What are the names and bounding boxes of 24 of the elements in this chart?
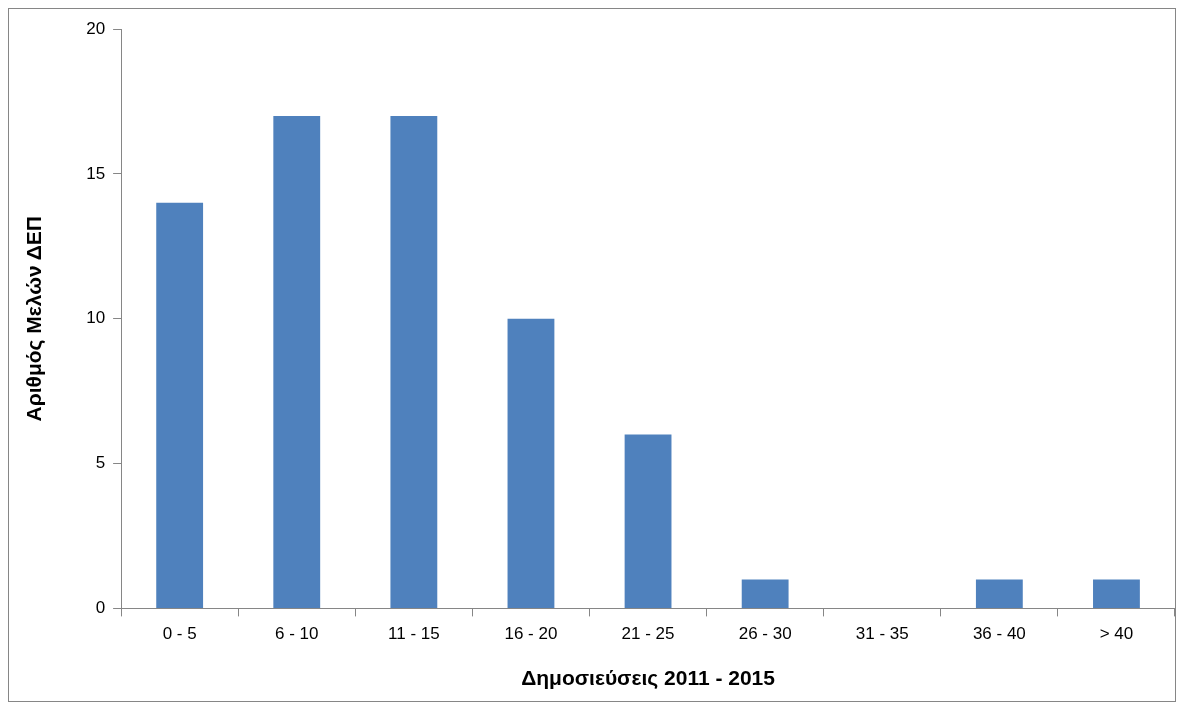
x-tick-label: > 40 [1099,624,1134,644]
bar [507,318,555,608]
y-tick-label: 5 [95,453,106,473]
x-tick-label: 0 - 5 [162,624,197,644]
x-tick-label: 16 - 20 [504,624,558,644]
bar [975,579,1023,608]
y-tick-label: 0 [95,598,106,618]
bar [390,115,438,608]
x-tick-label: 11 - 15 [388,624,440,644]
x-tick-label: 26 - 30 [738,624,792,644]
x-tick-label: 21 - 25 [621,624,675,644]
bar [156,202,204,608]
x-tick-label: 36 - 40 [972,624,1026,644]
y-tick-label: 10 [86,308,106,328]
x-tick-label: 6 - 10 [275,624,319,644]
y-axis-title: Αριθμός Μελών ΔΕΠ [22,216,47,422]
bar [741,579,789,608]
bar [273,115,321,608]
x-tick-label: 31 - 35 [855,624,909,644]
bar [1093,579,1140,608]
bar [624,434,672,608]
x-axis-title: Δημοσιεύσεις 2011 - 2015 [521,666,776,691]
y-tick-label: 20 [86,18,106,38]
y-tick-label: 15 [86,163,106,183]
